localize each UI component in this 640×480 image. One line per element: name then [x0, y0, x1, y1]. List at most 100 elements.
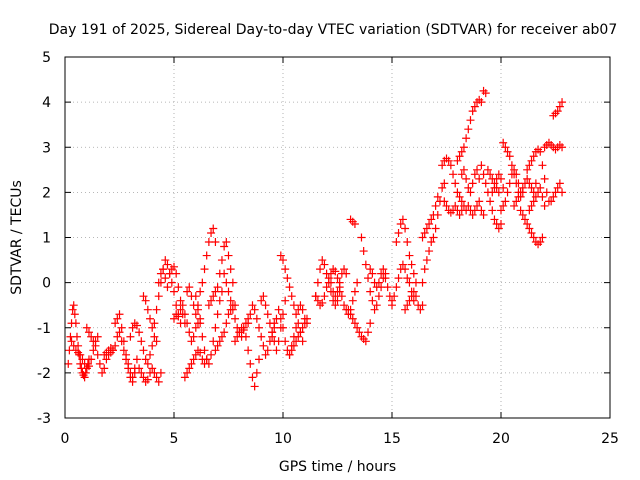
data-point [534, 188, 543, 197]
series-t34 [418, 192, 442, 242]
data-point [215, 337, 224, 346]
data-point [261, 301, 270, 310]
data-point [431, 201, 440, 210]
data-point [202, 355, 211, 364]
data-point [510, 201, 519, 210]
data-point [462, 174, 471, 183]
data-point [538, 161, 547, 170]
data-point [333, 274, 342, 283]
data-point [244, 346, 253, 355]
data-point [475, 174, 484, 183]
data-point [540, 201, 549, 210]
data-point [466, 188, 475, 197]
data-point [70, 310, 79, 319]
y-tick-label: 1 [42, 231, 51, 247]
data-point [137, 368, 146, 377]
data-point [372, 301, 381, 310]
data-point [231, 314, 240, 323]
data-point [248, 301, 257, 310]
data-point [209, 224, 218, 233]
data-point [340, 265, 349, 274]
series-t06 [139, 292, 161, 346]
data-point [451, 201, 460, 210]
axis-layer: 0 5 10 15 20 25 -3 -2 -1 0 1 2 3 4 5 [37, 50, 619, 447]
data-point [374, 292, 383, 301]
data-point [204, 359, 213, 368]
data-point [425, 219, 434, 228]
data-point [100, 364, 109, 373]
data-point [453, 156, 462, 165]
data-point [459, 143, 468, 152]
data-point [224, 310, 233, 319]
data-point [265, 319, 274, 328]
data-point [490, 183, 499, 192]
data-point [418, 301, 427, 310]
data-point [246, 310, 255, 319]
data-point [527, 183, 536, 192]
data-point [228, 305, 237, 314]
data-point [255, 355, 264, 364]
data-point [98, 368, 107, 377]
data-point [172, 269, 181, 278]
data-point [468, 179, 477, 188]
data-point [196, 319, 205, 328]
data-point [167, 278, 176, 287]
data-point [270, 323, 279, 332]
data-point [477, 98, 486, 107]
data-point [132, 321, 141, 330]
series-t40 [477, 161, 505, 233]
data-point [438, 161, 447, 170]
data-point [350, 219, 359, 228]
data-point [211, 346, 220, 355]
data-point [542, 188, 551, 197]
data-point [294, 332, 303, 341]
data-point [333, 287, 342, 296]
data-point [529, 233, 538, 242]
data-point [154, 292, 163, 301]
data-point [403, 301, 412, 310]
data-point [427, 238, 436, 247]
data-point [466, 116, 475, 125]
data-point [370, 305, 379, 314]
data-point [224, 287, 233, 296]
data-point [135, 364, 144, 373]
data-point [512, 197, 521, 206]
data-point [553, 183, 562, 192]
data-point [453, 188, 462, 197]
data-point [346, 310, 355, 319]
data-point [520, 215, 529, 224]
series-t26 [344, 305, 375, 346]
data-point [78, 355, 87, 364]
data-point [207, 296, 216, 305]
data-point [523, 219, 532, 228]
data-point [272, 346, 281, 355]
data-point [187, 359, 196, 368]
x-tick-label: 25 [601, 431, 619, 447]
series-t51 [547, 179, 567, 206]
x-tick-label: 0 [61, 431, 70, 447]
data-point [507, 161, 516, 170]
data-point [259, 292, 268, 301]
series-t04 [126, 319, 157, 368]
data-point [84, 362, 93, 371]
data-point [102, 355, 111, 364]
series-t46 [516, 206, 547, 249]
y-tick-label: 5 [42, 50, 51, 66]
data-point [226, 265, 235, 274]
data-point [183, 287, 192, 296]
data-point [353, 278, 362, 287]
series-t05 [135, 364, 165, 386]
data-point [499, 138, 508, 147]
data-point [176, 296, 185, 305]
data-point [326, 269, 335, 278]
data-point [257, 296, 266, 305]
data-point [117, 323, 126, 332]
series-t09 [170, 301, 205, 346]
data-point [302, 319, 311, 328]
data-point [488, 206, 497, 215]
data-point [281, 265, 290, 274]
data-point [348, 314, 357, 323]
data-point [176, 305, 185, 314]
data-point [525, 161, 534, 170]
